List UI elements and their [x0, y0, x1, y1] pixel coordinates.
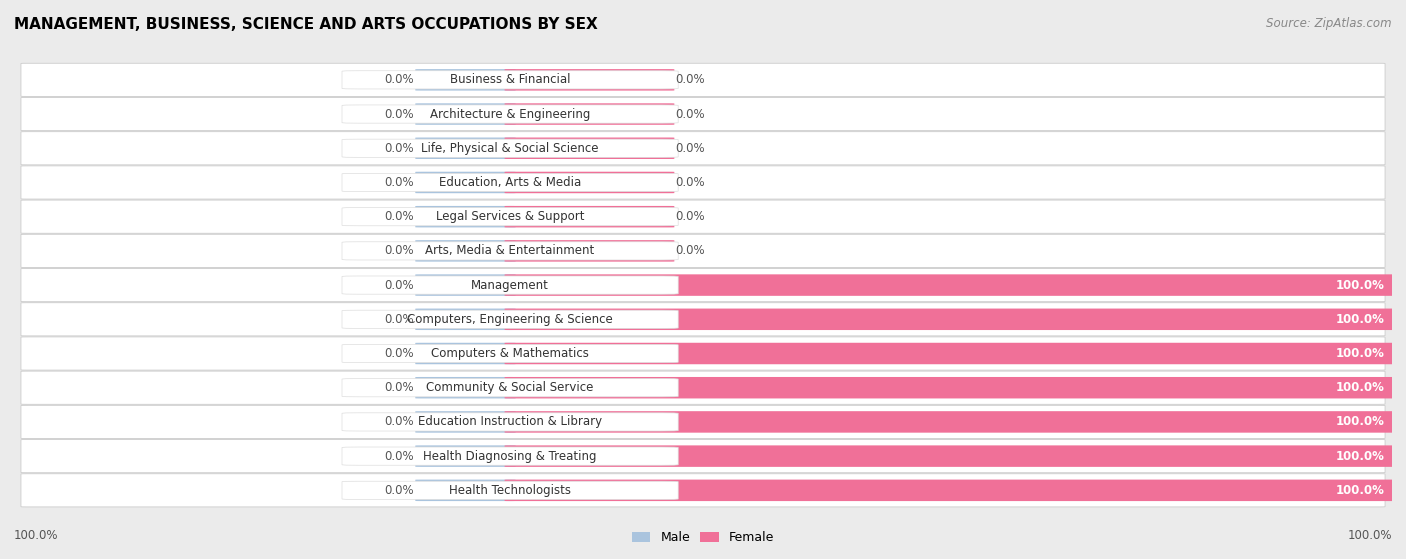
FancyBboxPatch shape	[342, 447, 678, 465]
FancyBboxPatch shape	[21, 303, 1385, 336]
FancyBboxPatch shape	[342, 276, 678, 294]
FancyBboxPatch shape	[342, 413, 678, 431]
Legend: Male, Female: Male, Female	[627, 526, 779, 549]
Text: 0.0%: 0.0%	[676, 73, 706, 86]
Text: 0.0%: 0.0%	[384, 176, 413, 189]
FancyBboxPatch shape	[505, 206, 675, 228]
FancyBboxPatch shape	[21, 132, 1385, 165]
Text: 100.0%: 100.0%	[1336, 313, 1385, 326]
Text: 0.0%: 0.0%	[384, 484, 413, 497]
FancyBboxPatch shape	[505, 69, 675, 91]
FancyBboxPatch shape	[342, 105, 678, 123]
FancyBboxPatch shape	[21, 371, 1385, 404]
Text: Management: Management	[471, 278, 548, 292]
Text: 0.0%: 0.0%	[676, 107, 706, 121]
FancyBboxPatch shape	[342, 378, 678, 397]
Text: 0.0%: 0.0%	[384, 244, 413, 257]
Text: 0.0%: 0.0%	[676, 142, 706, 155]
FancyBboxPatch shape	[21, 268, 1385, 302]
FancyBboxPatch shape	[415, 172, 516, 193]
Text: Architecture & Engineering: Architecture & Engineering	[430, 107, 591, 121]
FancyBboxPatch shape	[505, 480, 1398, 501]
FancyBboxPatch shape	[342, 310, 678, 328]
Text: 0.0%: 0.0%	[384, 210, 413, 223]
Text: Computers & Mathematics: Computers & Mathematics	[432, 347, 589, 360]
Text: 0.0%: 0.0%	[384, 313, 413, 326]
FancyBboxPatch shape	[21, 473, 1385, 507]
FancyBboxPatch shape	[342, 481, 678, 499]
FancyBboxPatch shape	[342, 71, 678, 89]
FancyBboxPatch shape	[21, 439, 1385, 473]
Text: 0.0%: 0.0%	[384, 73, 413, 86]
FancyBboxPatch shape	[505, 446, 1398, 467]
Text: 100.0%: 100.0%	[1347, 529, 1392, 542]
Text: 0.0%: 0.0%	[384, 415, 413, 428]
FancyBboxPatch shape	[342, 242, 678, 260]
FancyBboxPatch shape	[21, 234, 1385, 267]
Text: Education Instruction & Library: Education Instruction & Library	[418, 415, 602, 428]
FancyBboxPatch shape	[415, 103, 516, 125]
FancyBboxPatch shape	[342, 344, 678, 363]
Text: MANAGEMENT, BUSINESS, SCIENCE AND ARTS OCCUPATIONS BY SEX: MANAGEMENT, BUSINESS, SCIENCE AND ARTS O…	[14, 17, 598, 32]
Text: 100.0%: 100.0%	[1336, 415, 1385, 428]
FancyBboxPatch shape	[21, 97, 1385, 131]
FancyBboxPatch shape	[415, 69, 516, 91]
Text: Source: ZipAtlas.com: Source: ZipAtlas.com	[1267, 17, 1392, 30]
Text: Legal Services & Support: Legal Services & Support	[436, 210, 585, 223]
Text: 100.0%: 100.0%	[1336, 381, 1385, 394]
FancyBboxPatch shape	[415, 446, 516, 467]
FancyBboxPatch shape	[505, 411, 1398, 433]
Text: 0.0%: 0.0%	[676, 176, 706, 189]
Text: 100.0%: 100.0%	[1336, 484, 1385, 497]
FancyBboxPatch shape	[505, 309, 1398, 330]
FancyBboxPatch shape	[21, 63, 1385, 97]
FancyBboxPatch shape	[415, 411, 516, 433]
Text: 100.0%: 100.0%	[1336, 278, 1385, 292]
Text: Health Technologists: Health Technologists	[449, 484, 571, 497]
FancyBboxPatch shape	[505, 172, 675, 193]
Text: Health Diagnosing & Treating: Health Diagnosing & Treating	[423, 449, 596, 463]
FancyBboxPatch shape	[505, 343, 1398, 364]
FancyBboxPatch shape	[505, 274, 1398, 296]
Text: 0.0%: 0.0%	[384, 449, 413, 463]
FancyBboxPatch shape	[342, 173, 678, 192]
FancyBboxPatch shape	[505, 240, 675, 262]
Text: 0.0%: 0.0%	[676, 210, 706, 223]
Text: 0.0%: 0.0%	[384, 347, 413, 360]
FancyBboxPatch shape	[21, 166, 1385, 199]
FancyBboxPatch shape	[415, 206, 516, 228]
FancyBboxPatch shape	[415, 377, 516, 399]
FancyBboxPatch shape	[415, 240, 516, 262]
Text: 0.0%: 0.0%	[676, 244, 706, 257]
FancyBboxPatch shape	[415, 309, 516, 330]
FancyBboxPatch shape	[342, 207, 678, 226]
Text: 100.0%: 100.0%	[14, 529, 59, 542]
FancyBboxPatch shape	[21, 200, 1385, 233]
Text: Arts, Media & Entertainment: Arts, Media & Entertainment	[426, 244, 595, 257]
FancyBboxPatch shape	[415, 343, 516, 364]
Text: Community & Social Service: Community & Social Service	[426, 381, 593, 394]
FancyBboxPatch shape	[505, 138, 675, 159]
FancyBboxPatch shape	[415, 138, 516, 159]
Text: Education, Arts & Media: Education, Arts & Media	[439, 176, 581, 189]
Text: Life, Physical & Social Science: Life, Physical & Social Science	[422, 142, 599, 155]
FancyBboxPatch shape	[342, 139, 678, 158]
Text: 100.0%: 100.0%	[1336, 347, 1385, 360]
Text: 0.0%: 0.0%	[384, 142, 413, 155]
FancyBboxPatch shape	[415, 480, 516, 501]
FancyBboxPatch shape	[21, 337, 1385, 370]
Text: 0.0%: 0.0%	[384, 381, 413, 394]
FancyBboxPatch shape	[505, 377, 1398, 399]
Text: 100.0%: 100.0%	[1336, 449, 1385, 463]
FancyBboxPatch shape	[415, 274, 516, 296]
Text: Business & Financial: Business & Financial	[450, 73, 571, 86]
Text: 0.0%: 0.0%	[384, 107, 413, 121]
FancyBboxPatch shape	[21, 405, 1385, 438]
Text: Computers, Engineering & Science: Computers, Engineering & Science	[408, 313, 613, 326]
FancyBboxPatch shape	[505, 103, 675, 125]
Text: 0.0%: 0.0%	[384, 278, 413, 292]
